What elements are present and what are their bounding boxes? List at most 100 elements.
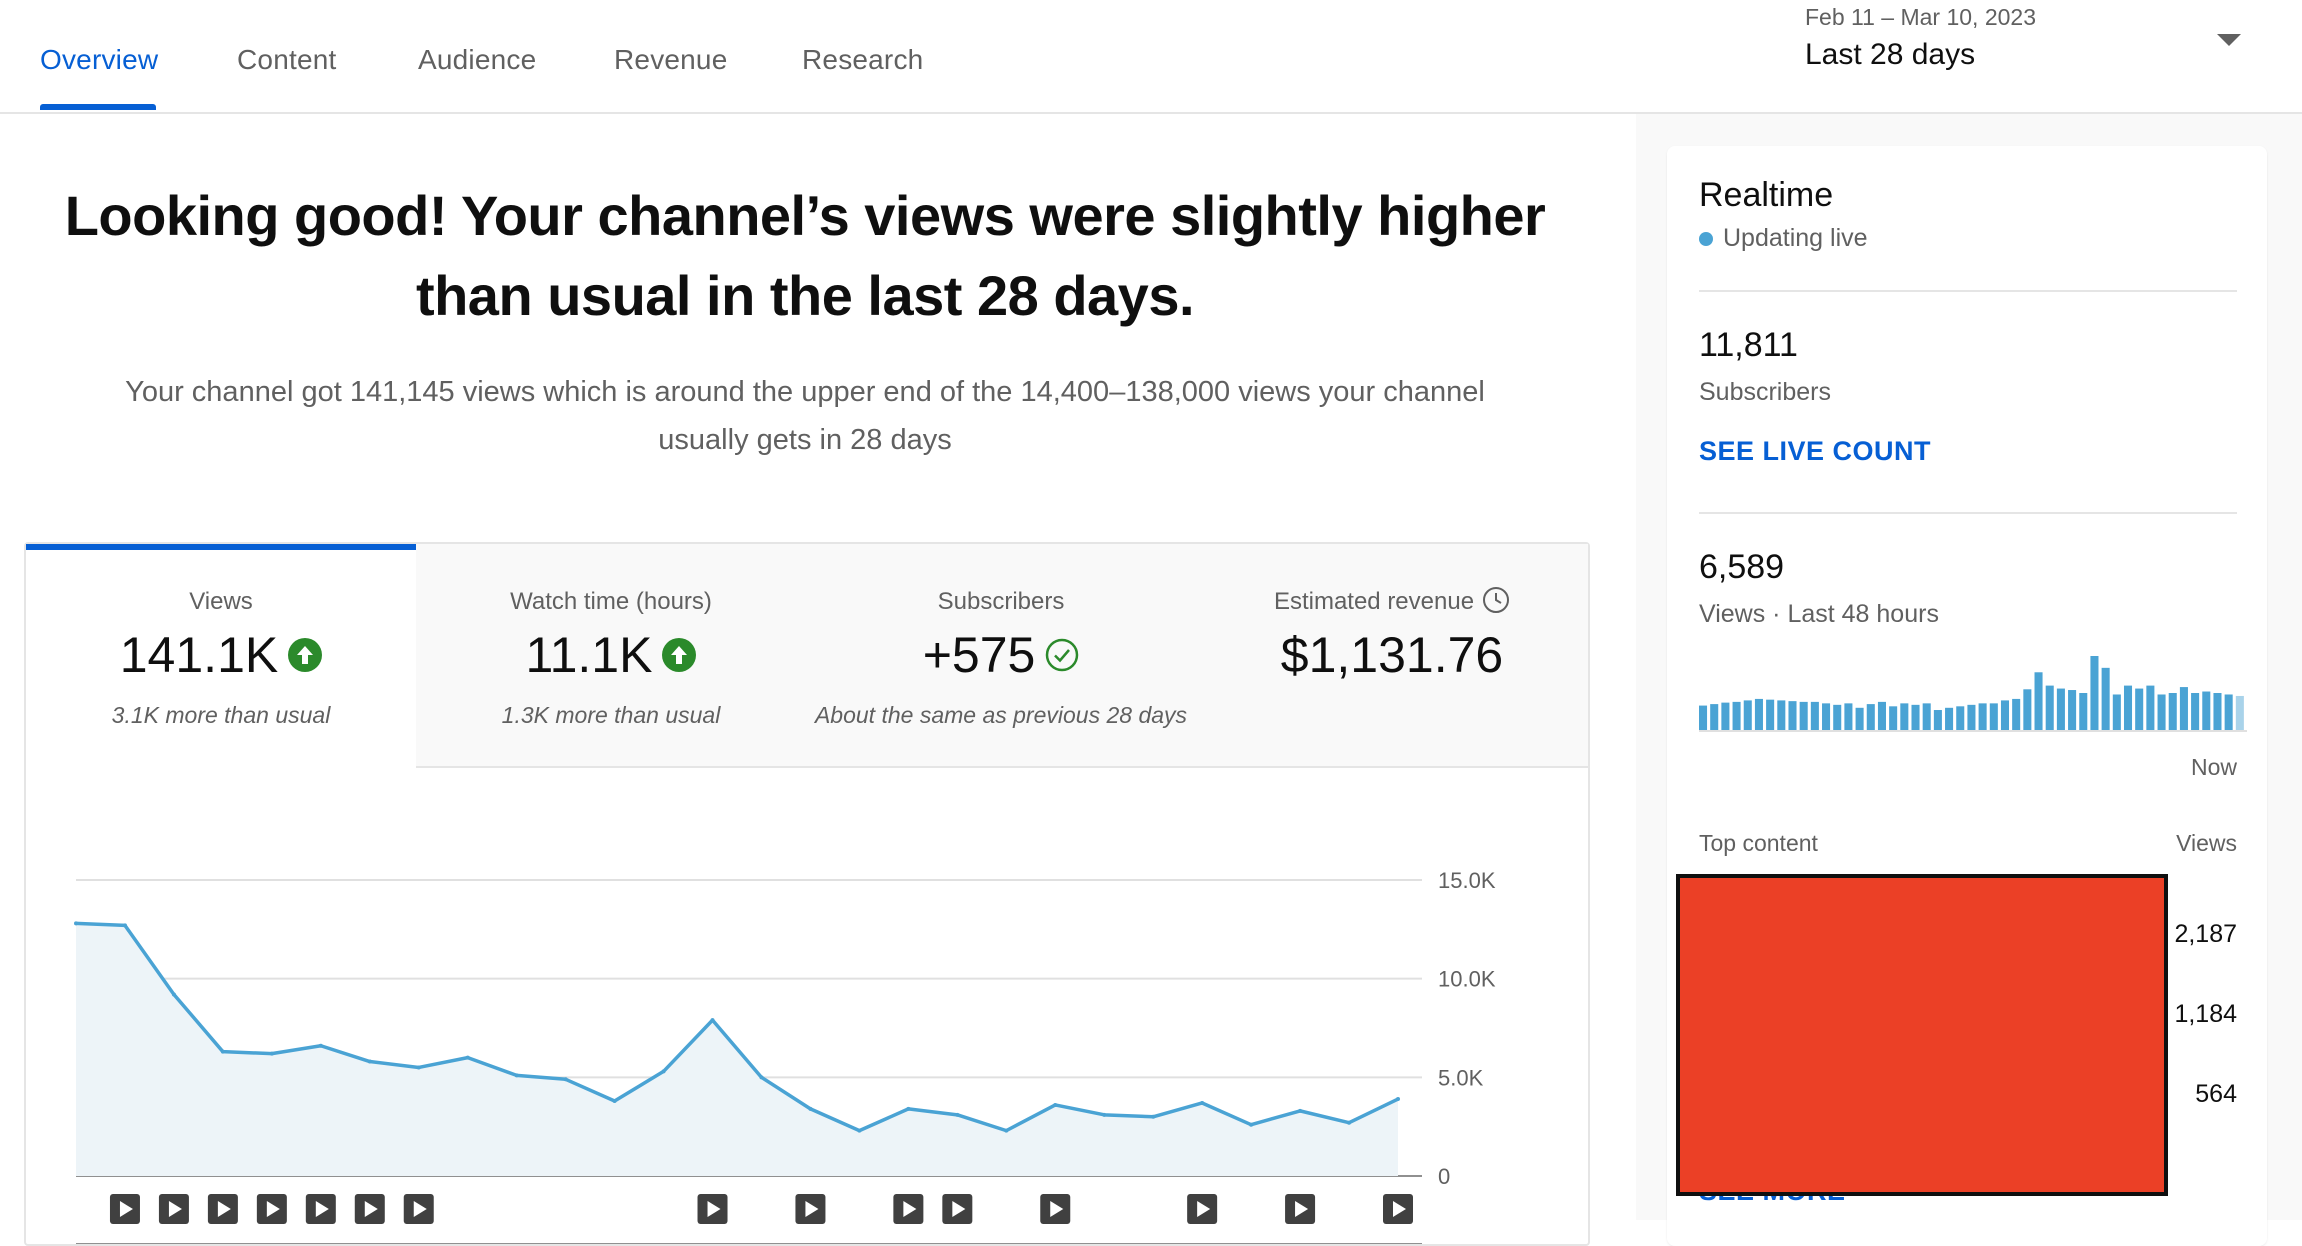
metric-tab-subscribers[interactable]: Subscribers +575 About the same as previ… (806, 544, 1198, 768)
tab-content[interactable]: Content (237, 44, 337, 75)
data-point (1102, 1112, 1107, 1117)
play-icon (952, 1201, 966, 1217)
play-icon (413, 1201, 427, 1217)
data-point (367, 1059, 372, 1064)
data-point (416, 1065, 421, 1070)
top-content-views-header: Views (2176, 830, 2237, 856)
dropdown-arrow-icon[interactable] (2217, 34, 2241, 46)
metric-tab-watch-time[interactable]: Watch time (hours) 11.1K 1.3K more than … (416, 544, 808, 768)
realtime-bar (1989, 703, 1998, 730)
play-icon (1050, 1201, 1064, 1217)
top-content-views-1: 2,187 (2174, 920, 2237, 948)
realtime-subscriber-count: 11,811 (1699, 326, 1798, 364)
metric-value-row: +575 (806, 626, 1196, 684)
realtime-bar (1833, 704, 1842, 730)
data-point (906, 1106, 911, 1111)
arrow-up-circle-icon (288, 637, 323, 672)
realtime-bar (2235, 695, 2244, 730)
metric-value-row: 11.1K (416, 626, 806, 684)
realtime-bar (1911, 704, 1920, 730)
arrow-up-circle-icon (662, 637, 697, 672)
divider (1699, 512, 2237, 514)
clock-icon[interactable] (1482, 586, 1510, 614)
y-tick-label: 0 (1438, 1164, 1450, 1189)
tab-research[interactable]: Research (802, 44, 924, 75)
realtime-bar (1978, 703, 1987, 730)
realtime-bar (1777, 700, 1786, 730)
realtime-bar (1922, 703, 1931, 730)
y-tick-label: 15.0K (1438, 868, 1496, 893)
data-point (808, 1106, 813, 1111)
insight-subtext: Your channel got 141,145 views which is … (125, 376, 1485, 456)
realtime-bar (1788, 701, 1797, 730)
realtime-view-label: Views · Last 48 hours (1699, 600, 1939, 628)
metrics-card: Views 141.1K 3.1K more than usual Watch … (24, 542, 1590, 1246)
realtime-bar (2213, 693, 2222, 730)
metric-note: About the same as previous 28 days (814, 702, 1188, 728)
data-point (465, 1055, 470, 1060)
metric-note: 1.3K more than usual (501, 702, 721, 728)
metric-value: 11.1K (525, 627, 653, 683)
realtime-bar (2045, 685, 2054, 730)
metric-value: +575 (922, 627, 1036, 683)
data-point (171, 992, 176, 997)
realtime-bar (1754, 698, 1763, 730)
realtime-bar (1967, 704, 1976, 730)
play-icon (168, 1201, 182, 1217)
data-point (74, 921, 78, 926)
realtime-bar (1956, 706, 1965, 730)
realtime-bar (1743, 700, 1752, 730)
metric-tab-views[interactable]: Views 141.1K 3.1K more than usual (26, 544, 418, 766)
data-point (710, 1018, 715, 1023)
y-tick-label: 10.0K (1438, 967, 1496, 992)
data-point (1347, 1120, 1352, 1125)
metric-title: Watch time (hours) (510, 588, 712, 615)
check-circle-icon (1046, 638, 1079, 672)
realtime-card: Realtime Updating live 11,811 Subscriber… (1667, 146, 2267, 1246)
data-point (318, 1043, 323, 1048)
tab-audience[interactable]: Audience (418, 44, 537, 75)
divider (1699, 290, 2237, 292)
see-live-count-link[interactable]: SEE LIVE COUNT (1699, 436, 1932, 466)
realtime-bar (2202, 691, 2211, 730)
realtime-bar (1710, 704, 1719, 730)
play-icon (119, 1201, 133, 1217)
date-range-label: Last 28 days (1805, 38, 1976, 71)
realtime-bar (2123, 685, 2133, 730)
top-content-views-3: 564 (2195, 1080, 2237, 1108)
metric-title: Views (189, 588, 253, 615)
realtime-bar (1799, 701, 1808, 730)
data-point (514, 1073, 519, 1078)
realtime-bar (2224, 694, 2233, 730)
realtime-bar (2146, 685, 2155, 730)
realtime-bar (2090, 656, 2099, 730)
data-point (269, 1051, 274, 1056)
realtime-bar (2056, 688, 2065, 730)
date-range-picker[interactable]: Feb 11 – Mar 10, 2023 Last 28 days (1805, 0, 2265, 108)
data-point (1249, 1122, 1254, 1127)
tab-revenue[interactable]: Revenue (614, 44, 728, 75)
realtime-bar (2112, 694, 2121, 730)
realtime-bar (2191, 693, 2200, 730)
data-point (1053, 1102, 1058, 1107)
active-tab-indicator (40, 104, 156, 110)
live-dot-icon (1699, 232, 1713, 246)
metric-tab-estimated-revenue[interactable]: Estimated revenue $1,131.76 (1196, 544, 1588, 768)
date-range-text: Feb 11 – Mar 10, 2023 (1805, 4, 2036, 30)
metric-title-row: Estimated revenue (1196, 586, 1588, 617)
realtime-bar (2034, 672, 2043, 730)
data-point (1396, 1097, 1400, 1102)
realtime-title: Realtime (1699, 176, 1834, 214)
play-icon (364, 1201, 378, 1217)
realtime-bar (2101, 667, 2110, 730)
data-point (220, 1049, 225, 1054)
tab-overview[interactable]: Overview (40, 44, 159, 75)
play-icon (1295, 1201, 1309, 1217)
data-point (122, 923, 127, 928)
realtime-bar (2000, 700, 2010, 730)
realtime-bar (1766, 699, 1775, 730)
data-point (612, 1099, 617, 1104)
metric-value: 141.1K (119, 627, 279, 683)
realtime-bar (2012, 698, 2021, 730)
